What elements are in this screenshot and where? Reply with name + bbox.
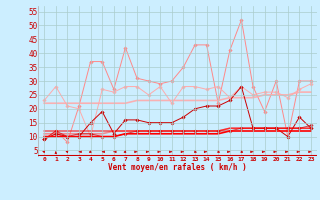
- X-axis label: Vent moyen/en rafales ( km/h ): Vent moyen/en rafales ( km/h ): [108, 163, 247, 172]
